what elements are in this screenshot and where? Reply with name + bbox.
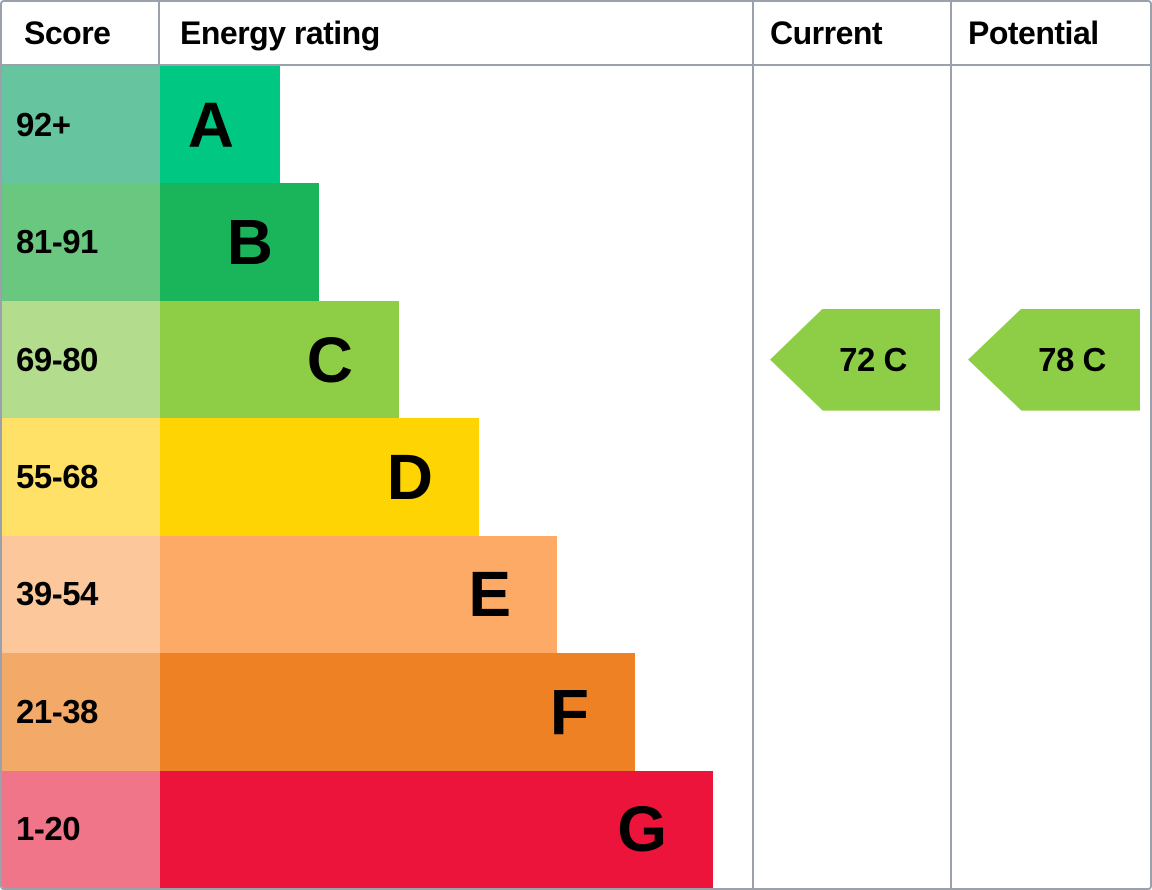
band-g-bar-track: G bbox=[160, 770, 752, 888]
band-c-bar-track: C bbox=[160, 300, 752, 419]
header-score: Score bbox=[2, 2, 160, 66]
band-c-score-range: 69-80 bbox=[2, 300, 160, 419]
potential-rating-label: 78 C bbox=[1038, 340, 1106, 378]
band-d-score-range: 55-68 bbox=[2, 418, 160, 536]
band-b-score-range: 81-91 bbox=[2, 183, 160, 301]
header-current: Current bbox=[752, 2, 950, 66]
potential-arrow-slot: 78 C bbox=[952, 301, 1150, 418]
band-e-bar-track: E bbox=[160, 535, 752, 654]
header-energy-rating: Energy rating bbox=[160, 2, 752, 66]
band-d-bar-track: D bbox=[160, 418, 752, 536]
band-a-bar-track: A bbox=[160, 66, 752, 184]
band-b-bar: B bbox=[160, 183, 319, 301]
band-f-bar-track: F bbox=[160, 653, 752, 771]
band-e-score-range: 39-54 bbox=[2, 535, 160, 654]
band-c-bar: C bbox=[160, 300, 399, 419]
potential-rating-arrow: 78 C bbox=[968, 308, 1140, 411]
band-f-bar: F bbox=[160, 653, 635, 771]
band-g-bar: G bbox=[160, 770, 713, 888]
band-a-bar: A bbox=[160, 66, 280, 184]
current-arrow-slot: 72 C bbox=[754, 301, 950, 418]
band-g-score-range: 1-20 bbox=[2, 770, 160, 888]
band-a-score-range: 92+ bbox=[2, 66, 160, 184]
band-b-bar-track: B bbox=[160, 183, 752, 301]
band-f-score-range: 21-38 bbox=[2, 653, 160, 771]
current-rating-label: 72 C bbox=[839, 340, 907, 378]
potential-column: 78 C bbox=[950, 66, 1150, 888]
header-potential: Potential bbox=[950, 2, 1150, 66]
band-d-bar: D bbox=[160, 418, 479, 536]
band-e-bar: E bbox=[160, 535, 557, 654]
current-rating-arrow: 72 C bbox=[770, 308, 940, 411]
current-column: 72 C bbox=[752, 66, 950, 888]
